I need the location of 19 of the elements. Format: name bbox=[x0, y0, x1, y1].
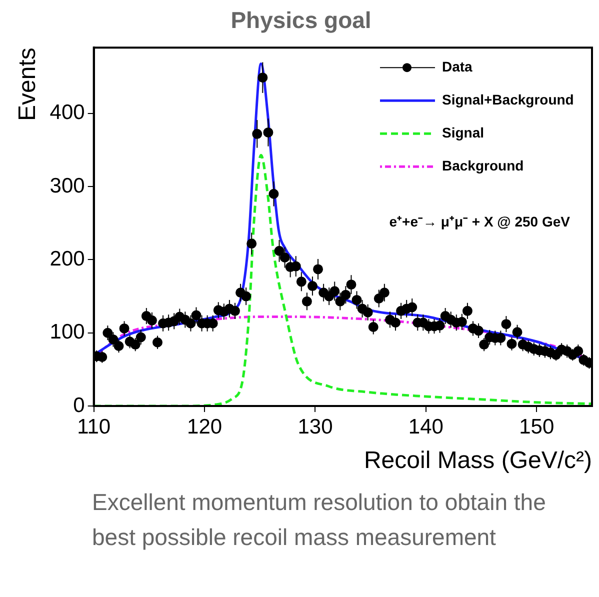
y-tick-label: 400 bbox=[50, 101, 85, 124]
text: Excellent momentum resolution to obtain the best possible recoil mass measurement bbox=[92, 488, 547, 552]
x-tick-label: 140 bbox=[408, 415, 444, 438]
legend-label: Data bbox=[442, 58, 473, 74]
chart-title: Physics goal bbox=[230, 7, 372, 34]
y-tick-label: 0 bbox=[73, 394, 85, 417]
annotation: e⁺+e⁻→ μ⁺μ⁻ + X @ 250 GeV bbox=[389, 213, 571, 230]
x-axis-title: Recoil Mass (GeV/c²) bbox=[364, 447, 592, 474]
x-tick-label: 110 bbox=[77, 415, 111, 438]
y-axis-title: Events bbox=[14, 48, 42, 121]
x-tick-label: 150 bbox=[519, 415, 554, 438]
legend-label: Signal+Background bbox=[442, 91, 574, 108]
x-tick-label: 120 bbox=[187, 415, 222, 438]
legend-label: Signal bbox=[442, 124, 484, 140]
y-tick-label: 100 bbox=[50, 320, 85, 344]
legend-label: Background bbox=[442, 157, 524, 174]
x-tick-label: 130 bbox=[298, 415, 333, 438]
y-tick-label: 300 bbox=[50, 174, 85, 198]
y-tick-label: 200 bbox=[50, 248, 85, 271]
